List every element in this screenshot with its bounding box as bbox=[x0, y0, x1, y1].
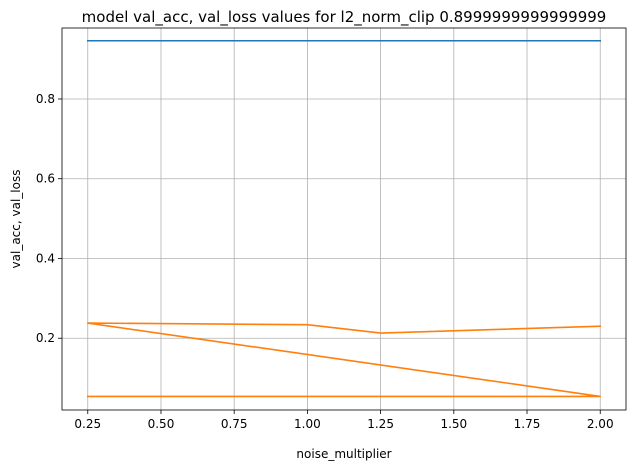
x-axis-label: noise_multiplier bbox=[296, 447, 391, 461]
y-tick-label: 0.8 bbox=[36, 92, 55, 106]
x-tick-label: 2.00 bbox=[587, 417, 614, 431]
x-tick-label: 0.25 bbox=[74, 417, 101, 431]
x-tick-label: 0.75 bbox=[221, 417, 248, 431]
grid bbox=[62, 28, 626, 410]
x-tick-label: 1.00 bbox=[294, 417, 321, 431]
y-tick-label: 0.4 bbox=[36, 251, 55, 265]
x-tick-label: 1.75 bbox=[514, 417, 541, 431]
y-tick-label: 0.6 bbox=[36, 172, 55, 186]
plot-area-frame bbox=[61, 27, 627, 411]
series-group bbox=[86, 39, 602, 398]
chart-title: model val_acc, val_loss values for l2_no… bbox=[82, 8, 607, 27]
axis-ticks: 0.25 0.50 0.75 1.00 1.25 1.50 1.75 2.00 0.2 0.4 0.… bbox=[36, 92, 614, 431]
y-axis-label: val_acc, val_loss bbox=[9, 170, 23, 269]
y-tick-label: 0.2 bbox=[36, 331, 55, 345]
x-tick-label: 1.25 bbox=[367, 417, 394, 431]
x-tick-label: 1.50 bbox=[440, 417, 467, 431]
series-line-2 bbox=[86, 322, 602, 398]
x-tick-label: 0.50 bbox=[148, 417, 175, 431]
